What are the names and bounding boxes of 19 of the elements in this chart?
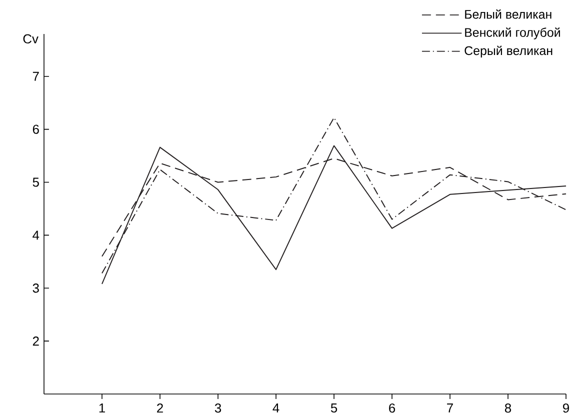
legend-label: Белый великан <box>465 9 552 19</box>
x-tick-label: 1 <box>99 404 105 412</box>
x-tick-label: 3 <box>214 403 222 413</box>
x-tick-label: 2 <box>157 403 163 413</box>
x-tick-label: 8 <box>504 403 512 413</box>
y-tick-label: 6 <box>32 124 39 134</box>
y-tick-label: 7 <box>32 72 39 81</box>
x-tick-label: 7 <box>447 404 453 412</box>
x-tick-label: 4 <box>272 404 280 412</box>
x-tick-label: 5 <box>330 404 338 413</box>
y-tick-label: 3 <box>32 284 39 293</box>
x-tick-label: 6 <box>389 403 396 413</box>
legend-label: Венский голубой <box>465 28 560 40</box>
legend-label: Серый великан <box>464 46 552 58</box>
y-tick-label: 4 <box>32 230 40 240</box>
x-tick-label: 9 <box>563 403 569 413</box>
y-tick-label: 2 <box>32 336 39 346</box>
y-tick-label: 5 <box>32 178 39 187</box>
y-axis-title: Cv <box>23 34 38 44</box>
